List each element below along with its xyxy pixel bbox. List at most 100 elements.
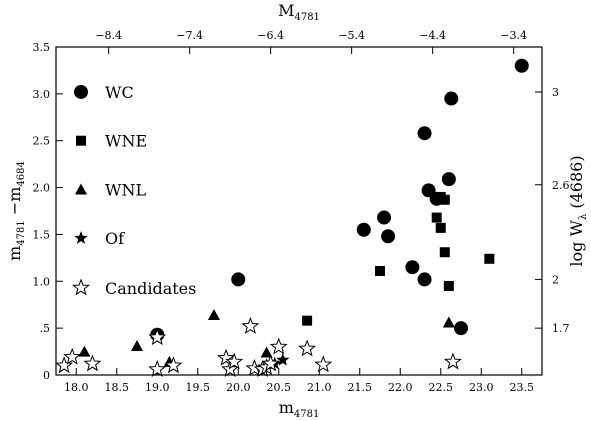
x-tick-label: 19.5 xyxy=(186,381,211,394)
point-candidates xyxy=(63,347,82,365)
point-candidates xyxy=(314,355,333,373)
point-candidates xyxy=(148,328,167,346)
point-wc xyxy=(356,222,371,237)
point-wc xyxy=(417,272,432,287)
y-tick-label: 3.5 xyxy=(33,41,51,54)
right-axis-title-sub: λ xyxy=(578,213,589,220)
point-wnl xyxy=(260,346,273,358)
legend-marker-wc xyxy=(74,84,88,99)
point-of xyxy=(276,353,290,366)
point-candidates xyxy=(261,354,280,372)
plot-frame xyxy=(55,46,543,376)
data-points xyxy=(55,58,529,377)
x-tick-label: 21.0 xyxy=(307,381,332,394)
top-tick-label: −7.4 xyxy=(176,29,203,42)
y-tick-label: 2.5 xyxy=(33,135,51,148)
y-tick-label: 1.5 xyxy=(33,228,51,241)
point-candidates xyxy=(269,337,288,355)
top-tick-label: −8.4 xyxy=(95,29,122,42)
x-tick-label: 22.0 xyxy=(388,381,413,394)
x-tick-label: 23.5 xyxy=(510,381,535,394)
point-wc xyxy=(231,272,246,287)
x-tick-label: 22.5 xyxy=(429,381,454,394)
y-axis-title-dash: −m xyxy=(5,187,24,221)
top-axis-title: M4781 xyxy=(278,1,320,23)
legend-marker-wne xyxy=(76,135,86,146)
point-candidates xyxy=(241,316,260,334)
point-wnl xyxy=(78,345,91,357)
point-wnl xyxy=(207,309,220,321)
axis-tick-labels: 18.0 18.5 19.0 19.5 20.0 20.5 21.0 21.5 22.0 22.5… xyxy=(33,29,570,394)
point-wc xyxy=(405,260,420,275)
top-axis-title-sub: 4781 xyxy=(294,12,319,23)
x-axis-title-main: m xyxy=(279,398,294,417)
y-tick-label: 3.0 xyxy=(33,88,51,101)
point-wc xyxy=(381,229,396,244)
top-tick-label: −4.4 xyxy=(419,29,446,42)
top-axis-title-main: M xyxy=(278,1,294,20)
y-tick-label: 0 xyxy=(43,369,50,382)
x-tick-label: 23.0 xyxy=(469,381,494,394)
legend-label-candidates: Candidates xyxy=(105,279,196,298)
point-candidates xyxy=(298,339,317,357)
legend-marker-of xyxy=(74,231,88,244)
y-axis-title: m4781 −m4684 xyxy=(5,161,27,261)
top-tick-label: −6.4 xyxy=(257,29,284,42)
point-candidates xyxy=(148,359,167,377)
legend-label-wc: WC xyxy=(105,83,134,102)
top-tick-label: −5.4 xyxy=(338,29,365,42)
y-tick-label: 2.0 xyxy=(33,182,51,195)
point-wc xyxy=(377,210,392,225)
point-wc xyxy=(441,172,456,187)
right-tick-label: 3 xyxy=(552,86,559,99)
x-tick-label: 21.5 xyxy=(348,381,373,394)
point-candidates xyxy=(225,352,244,370)
point-candidates xyxy=(83,354,102,372)
point-wc xyxy=(417,126,432,141)
legend-label-wne: WNE xyxy=(105,132,147,151)
point-wnl xyxy=(442,316,455,328)
x-axis-title: m4781 xyxy=(279,398,320,420)
point-wne xyxy=(439,247,450,258)
point-candidates xyxy=(164,356,183,374)
point-wne xyxy=(435,222,446,233)
point-wne xyxy=(443,280,454,291)
point-candidates xyxy=(55,356,74,374)
right-axis-title: log Wλ (4686) xyxy=(567,155,589,266)
x-tick-label: 20.5 xyxy=(267,381,292,394)
right-tick-label: 2.6 xyxy=(552,179,570,192)
legend: WC WNE WNL Of Candidates xyxy=(72,83,196,298)
x-tick-label: 19.0 xyxy=(145,381,170,394)
x-tick-label: 18.5 xyxy=(105,381,130,394)
right-tick-label: 1.7 xyxy=(552,322,570,335)
point-wne xyxy=(302,315,313,326)
point-wc xyxy=(514,58,529,73)
point-wne xyxy=(484,253,495,264)
point-wne xyxy=(439,194,450,205)
axis-ticks xyxy=(56,46,542,376)
top-tick-label: −3.4 xyxy=(500,29,527,42)
legend-label-of: Of xyxy=(105,229,125,248)
right-axis-title-main: log W xyxy=(567,220,586,267)
y-tick-label: 1.0 xyxy=(33,275,51,288)
y-axis-title-m1: m xyxy=(5,246,24,261)
legend-label-wnl: WNL xyxy=(105,180,146,199)
point-wne xyxy=(375,265,385,276)
right-axis-title-rest: (4686) xyxy=(567,155,586,213)
x-axis-title-sub: 4781 xyxy=(294,409,319,420)
y-axis-title-s2: 4684 xyxy=(16,161,27,186)
y-axis-title-s1: 4781 xyxy=(16,220,27,245)
y-tick-label: .5 xyxy=(40,322,51,335)
right-tick-label: 2 xyxy=(552,273,559,286)
point-candidates xyxy=(443,352,462,370)
point-candidates xyxy=(217,348,236,366)
x-tick-label: 20.0 xyxy=(226,381,251,394)
point-wne xyxy=(431,212,442,223)
point-wnl xyxy=(131,339,143,351)
point-wc xyxy=(444,91,459,106)
x-tick-label: 18.0 xyxy=(64,381,89,394)
legend-marker-wnl xyxy=(75,183,87,195)
legend-marker-candidates xyxy=(72,278,90,296)
point-wc xyxy=(454,321,468,336)
